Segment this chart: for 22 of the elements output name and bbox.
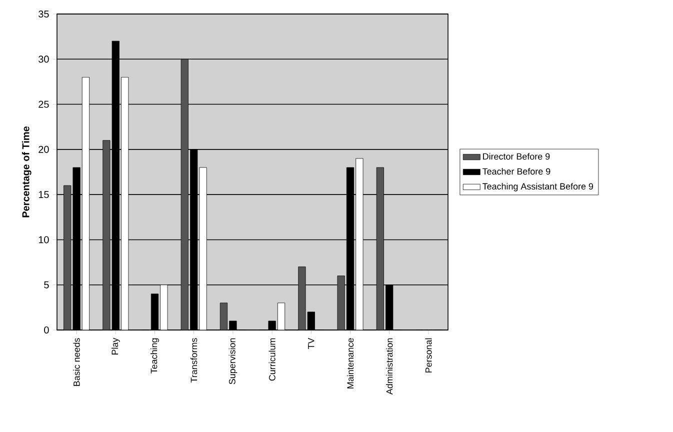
x-tick-label: Administration (386, 338, 393, 395)
x-tick-label: Transforms (190, 338, 198, 383)
y-tick-label: 10 (38, 236, 49, 244)
y-tick-label: 15 (38, 191, 49, 198)
x-tick-label: Basic needs (73, 338, 80, 386)
y-tick-label: 5 (44, 281, 49, 288)
x-tick-label: Play (111, 338, 120, 354)
y-tick-label: 25 (38, 100, 49, 108)
legend-label: Teaching Assistant Before 9 (482, 182, 594, 192)
legend-label: Teacher Before 9 (482, 168, 550, 175)
y-axis-title: Percentage of Time (22, 126, 32, 218)
y-tick-label: 35 (38, 10, 49, 18)
y-tick-label: 0 (44, 326, 49, 334)
legend-label: Director Before 9 (483, 153, 550, 160)
x-tick-label: Personal (425, 338, 432, 372)
x-tick-label: Teaching (150, 338, 159, 374)
x-tick-label: TV (308, 338, 314, 350)
x-tick-label: Curriculum (268, 338, 276, 381)
x-tick-label: Supervision (228, 338, 238, 384)
y-tick-label: 30 (38, 56, 49, 63)
x-tick-label: Maintenance (346, 338, 354, 388)
y-tick-label: 20 (38, 146, 49, 153)
